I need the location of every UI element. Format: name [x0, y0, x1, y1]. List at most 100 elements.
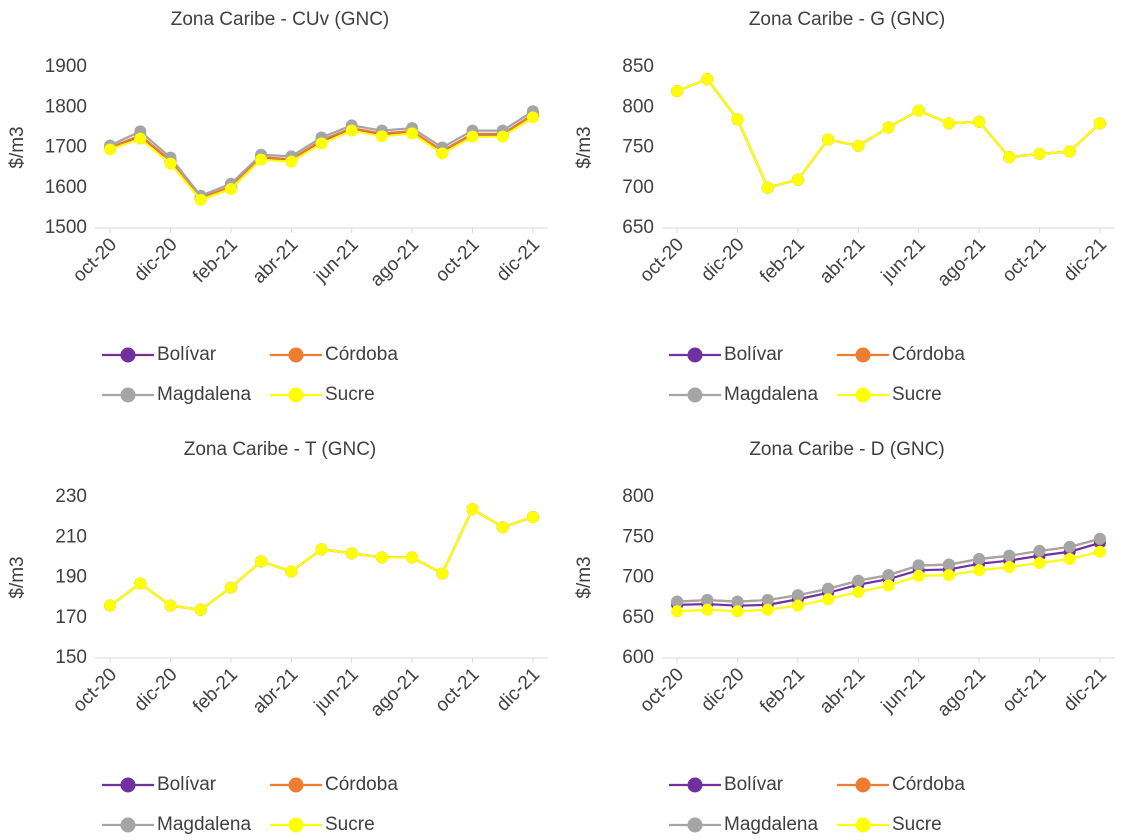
x-tick-label: jun-21: [310, 234, 363, 287]
legend-label: Bolívar: [157, 344, 217, 365]
data-point: [942, 117, 955, 130]
x-tick-label: dic-20: [697, 234, 748, 285]
x-tick-label: oct-21: [431, 234, 483, 286]
legend-marker: [120, 817, 136, 833]
legend-marker: [288, 817, 304, 833]
data-point: [701, 73, 714, 86]
y-tick-label: 1700: [45, 137, 87, 158]
data-point: [1033, 557, 1046, 570]
x-tick-label: ago-21: [366, 664, 423, 721]
x-tick-label: dic-21: [493, 234, 544, 285]
data-point: [731, 113, 744, 126]
y-tick-label: 850: [622, 56, 654, 77]
data-point: [671, 605, 684, 618]
y-tick-label: 190: [55, 567, 87, 588]
legend-marker: [855, 777, 871, 793]
data-point: [104, 143, 117, 156]
legend-marker: [288, 777, 304, 793]
data-point: [1003, 561, 1016, 574]
data-point: [791, 599, 804, 612]
data-point: [345, 547, 358, 560]
data-point: [1003, 151, 1016, 164]
x-tick-label: oct-20: [636, 664, 688, 716]
data-point: [345, 124, 358, 137]
y-tick-label: 1900: [45, 56, 87, 77]
legend-label: Magdalena: [157, 814, 251, 835]
data-point: [526, 111, 539, 124]
series-line: [676, 77, 1101, 190]
legend-label: Bolívar: [724, 774, 784, 795]
x-tick-label: abr-21: [249, 664, 303, 718]
data-point: [164, 599, 177, 612]
legend-label: Sucre: [892, 384, 942, 405]
x-tick-label: feb-21: [189, 664, 242, 717]
data-point: [912, 559, 925, 572]
legend-label: Sucre: [325, 384, 375, 405]
legend-label: Magdalena: [724, 814, 818, 835]
legend-marker: [288, 387, 304, 403]
data-point: [1093, 117, 1106, 130]
y-tick-label: 1500: [45, 217, 87, 238]
series-line: [109, 507, 534, 611]
x-tick-label: abr-21: [816, 234, 870, 288]
x-tick-label: jun-21: [310, 664, 363, 717]
data-point: [1033, 544, 1046, 557]
data-point: [315, 137, 328, 150]
legend-marker: [687, 347, 703, 363]
legend-label: Córdoba: [325, 344, 398, 365]
data-point: [822, 582, 835, 595]
data-point: [436, 567, 449, 580]
series-line: [109, 507, 534, 611]
data-point: [942, 569, 955, 582]
y-tick-label: 1800: [45, 96, 87, 117]
series-line: [676, 77, 1101, 190]
data-point: [375, 130, 388, 143]
data-point: [912, 569, 925, 582]
data-point: [436, 147, 449, 160]
data-point: [671, 85, 684, 98]
y-tick-label: 750: [622, 526, 654, 547]
data-point: [852, 139, 865, 152]
data-point: [973, 115, 986, 128]
series-line: [676, 77, 1101, 190]
data-point: [1003, 549, 1016, 562]
y-tick-label: 170: [55, 607, 87, 628]
data-point: [496, 130, 509, 143]
x-tick-label: abr-21: [816, 664, 870, 718]
legend-label: Magdalena: [724, 384, 818, 405]
data-point: [791, 589, 804, 602]
data-point: [731, 605, 744, 618]
legend-label: Bolívar: [724, 344, 784, 365]
legend-label: Córdoba: [892, 344, 965, 365]
legend-marker: [120, 347, 136, 363]
data-point: [164, 157, 177, 170]
x-tick-label: oct-21: [431, 664, 483, 716]
data-point: [1093, 532, 1106, 545]
y-tick-label: 800: [622, 486, 654, 507]
legend-marker: [855, 817, 871, 833]
data-point: [882, 579, 895, 592]
data-point: [942, 558, 955, 571]
x-tick-label: ago-21: [366, 234, 423, 291]
y-axis-label: $/m3: [7, 126, 28, 168]
data-point: [466, 503, 479, 516]
data-point: [315, 543, 328, 556]
data-point: [852, 574, 865, 587]
x-tick-label: jun-21: [877, 234, 930, 287]
x-tick-label: feb-21: [756, 234, 809, 287]
y-tick-label: 150: [55, 647, 87, 668]
data-point: [973, 552, 986, 565]
data-point: [791, 173, 804, 186]
x-tick-label: oct-21: [998, 664, 1050, 716]
x-tick-label: dic-20: [130, 664, 181, 715]
data-point: [761, 181, 774, 194]
data-point: [1093, 545, 1106, 558]
y-tick-label: 600: [622, 647, 654, 668]
x-tick-label: dic-21: [1060, 234, 1111, 285]
y-tick-label: 700: [622, 177, 654, 198]
chart-title: Zona Caribe - T (GNC): [184, 439, 377, 460]
y-tick-label: 230: [55, 486, 87, 507]
x-tick-label: feb-21: [189, 234, 242, 287]
y-tick-label: 750: [622, 137, 654, 158]
